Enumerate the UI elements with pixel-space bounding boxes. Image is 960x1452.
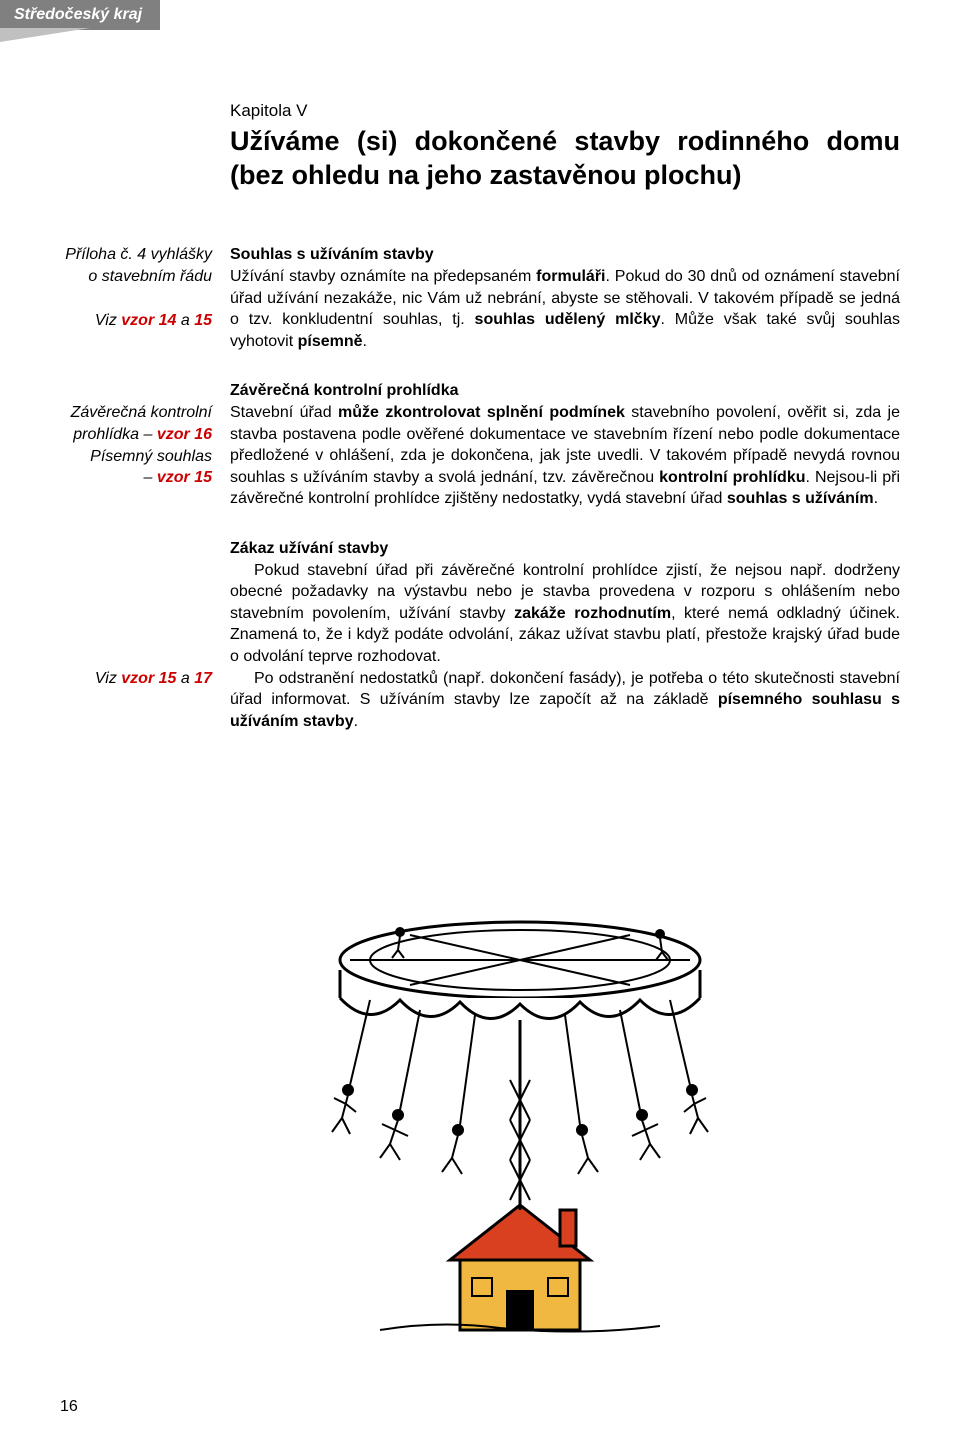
text-run-bold: kontrolní prohlídku — [659, 469, 805, 486]
chapter-title: Užíváme (si) dokončené stavby rodinného … — [230, 125, 900, 193]
margin-note-line: – vzor 15 — [60, 467, 212, 489]
text-run-bold: může zkontrolovat splnění podmínek — [338, 404, 625, 421]
margin-note-3: Viz vzor 15 a 17 — [60, 538, 230, 732]
text-run: – — [144, 469, 157, 486]
region-tab: Středočeský kraj — [0, 0, 160, 30]
text-run: . — [874, 490, 878, 507]
margin-note-line: prohlídka – vzor 16 — [60, 424, 212, 446]
page-content: Kapitola V Užíváme (si) dokončené stavby… — [60, 100, 900, 760]
text-run: . — [363, 333, 367, 350]
viz-ref: vzor 15 — [121, 670, 176, 687]
text-run-bold: souhlas udělený mlčky — [475, 311, 661, 328]
text-run-bold: souhlas s užíváním — [727, 490, 874, 507]
margin-note-1: Příloha č. 4 vyhlášky o stavebním řádu V… — [60, 244, 230, 352]
viz-prefix: Viz — [95, 670, 121, 687]
viz-prefix: Viz — [95, 312, 121, 329]
viz-ref: vzor 14 — [121, 312, 176, 329]
carousel-house-illustration — [260, 900, 780, 1340]
viz-sep: a — [176, 670, 194, 687]
section-heading: Závěrečná kontrolní prohlídka — [230, 380, 900, 402]
viz-ref: vzor 16 — [157, 426, 212, 443]
body-paragraph: Pokud stavební úřad při závěrečné kontro… — [230, 560, 900, 668]
text-run: Stavební úřad — [230, 404, 338, 421]
margin-note-line: o stavebním řádu — [60, 266, 212, 288]
text-run: . — [354, 713, 358, 730]
body-paragraph: Po odstranění nedostatků (např. dokončen… — [230, 668, 900, 733]
body-paragraph: Stavební úřad může zkontrolovat splnění … — [230, 402, 900, 510]
text-run: Užívání stavby oznámíte na předepsaném — [230, 268, 536, 285]
margin-note-2: Závěrečná kontrolní prohlídka – vzor 16 … — [60, 380, 230, 510]
viz-ref: vzor 15 — [157, 469, 212, 486]
viz-ref: 17 — [194, 670, 212, 687]
margin-note-line: Příloha č. 4 vyhlášky — [60, 244, 212, 266]
margin-note-line: Závěrečná kontrolní — [60, 402, 212, 424]
text-run-bold: písemně — [298, 333, 363, 350]
section-heading: Zákaz užívání stavby — [230, 538, 900, 560]
region-tab-arrow — [0, 28, 180, 42]
body-paragraph: Užívání stavby oznámíte na předepsaném f… — [230, 266, 900, 352]
text-run: prohlídka – — [73, 426, 157, 443]
chapter-label: Kapitola V — [230, 100, 900, 123]
text-run-bold: zakáže rozhodnutím — [514, 605, 671, 622]
margin-note-viz: Viz vzor 15 a 17 — [60, 668, 212, 690]
viz-ref: 15 — [194, 312, 212, 329]
viz-sep: a — [176, 312, 194, 329]
text-run-bold: formuláři — [536, 268, 605, 285]
margin-note-viz: Viz vzor 14 a 15 — [60, 310, 212, 332]
page-number: 16 — [60, 1398, 78, 1416]
section-heading: Souhlas s užíváním stavby — [230, 244, 900, 266]
margin-note-line: Písemný souhlas — [60, 446, 212, 468]
